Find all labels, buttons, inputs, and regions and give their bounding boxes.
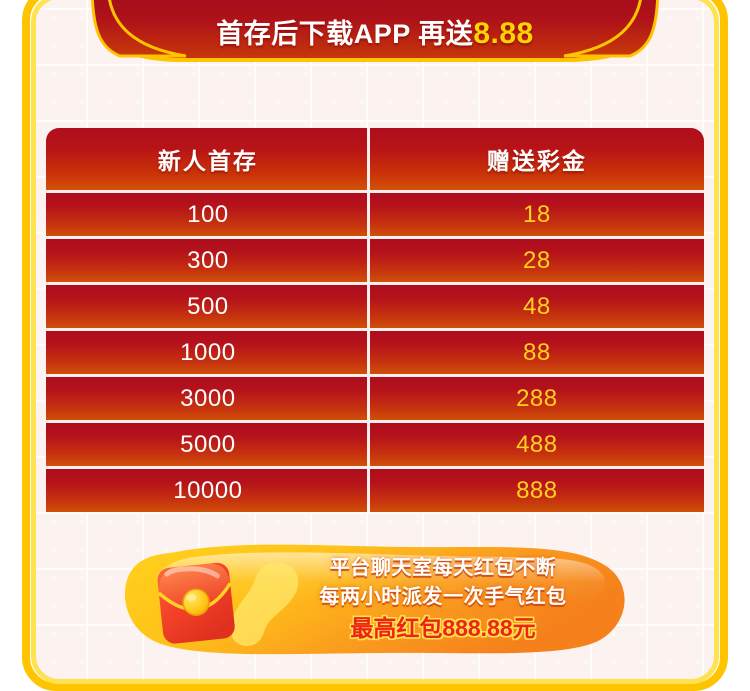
bottom-promo-banner: 平台聊天室每天红包不断 每两小时派发一次手气红包 最高红包888.88元 <box>118 544 634 656</box>
banner-pill-shape <box>118 544 634 656</box>
table-row: 3000 288 <box>46 374 704 420</box>
bottom-banner-text: 平台聊天室每天红包不断 每两小时派发一次手气红包 最高红包888.88元 <box>268 554 618 644</box>
cell-deposit: 500 <box>46 285 370 328</box>
cell-bonus: 88 <box>370 331 704 374</box>
column-header-deposit: 新人首存 <box>157 148 258 174</box>
deposit-value: 3000 <box>180 384 236 412</box>
deposit-value: 1000 <box>180 338 236 366</box>
cell-deposit: 10000 <box>46 469 370 512</box>
banner-line-2: 每两小时派发一次手气红包 <box>319 586 567 608</box>
banner-line-3-highlight: 最高红包888.88元 <box>350 615 536 641</box>
header-bonus-amount: 8.88 <box>473 17 534 50</box>
cell-deposit: 5000 <box>46 423 370 466</box>
table-header-cell-deposit: 新人首存 <box>46 128 370 190</box>
table-row: 5000 488 <box>46 420 704 466</box>
cell-bonus: 288 <box>370 377 704 420</box>
table-row: 300 28 <box>46 236 704 282</box>
table-header-row: 新人首存 赠送彩金 <box>46 128 704 190</box>
bonus-value: 18 <box>523 200 551 228</box>
deposit-value: 10000 <box>173 476 243 504</box>
header-ribbon <box>0 0 750 74</box>
cell-bonus: 48 <box>370 285 704 328</box>
cell-bonus: 18 <box>370 193 704 236</box>
red-envelope-icon <box>150 557 246 647</box>
cell-deposit: 300 <box>46 239 370 282</box>
table-row: 100 18 <box>46 190 704 236</box>
bonus-value: 28 <box>523 246 551 274</box>
table-row: 10000 888 <box>46 466 704 512</box>
cell-deposit: 3000 <box>46 377 370 420</box>
prize-table: 新人首存 赠送彩金 100 18 300 28 500 <box>46 128 704 512</box>
banner-line-1: 平台聊天室每天红包不断 <box>329 557 557 579</box>
table-row: 1000 88 <box>46 328 704 374</box>
deposit-value: 100 <box>187 200 229 228</box>
cell-deposit: 1000 <box>46 331 370 374</box>
table-header-cell-bonus: 赠送彩金 <box>370 128 704 190</box>
bonus-value: 48 <box>523 292 551 320</box>
header-title: 首存后下载APP 再送8.88 <box>0 12 750 51</box>
bonus-value: 88 <box>523 338 551 366</box>
table-row: 500 48 <box>46 282 704 328</box>
bonus-value: 488 <box>516 430 558 458</box>
column-header-bonus: 赠送彩金 <box>486 148 587 174</box>
cell-deposit: 100 <box>46 193 370 236</box>
deposit-value: 300 <box>187 246 229 274</box>
cell-bonus: 888 <box>370 469 704 512</box>
cell-bonus: 28 <box>370 239 704 282</box>
header-title-text: 首存后下载APP 再送 <box>216 19 474 49</box>
deposit-value: 5000 <box>180 430 236 458</box>
cell-bonus: 488 <box>370 423 704 466</box>
deposit-value: 500 <box>187 292 229 320</box>
bonus-value: 288 <box>516 384 558 412</box>
bonus-value: 888 <box>516 476 558 504</box>
